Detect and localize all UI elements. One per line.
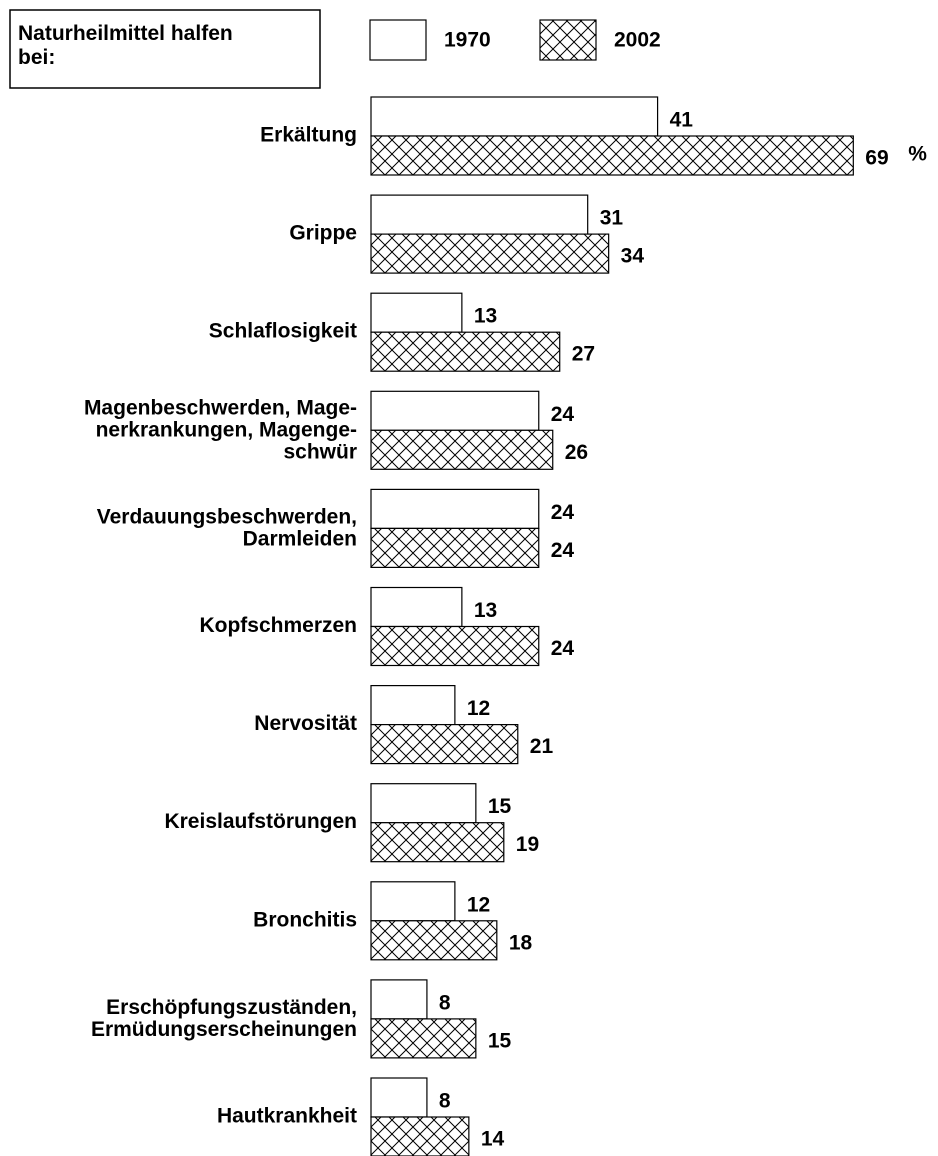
bar [370,135,854,176]
value-label: 14 [481,1128,505,1151]
chart-title: Naturheilmittel halfen bei: [18,22,233,69]
value-label: 18 [509,931,533,954]
value-label: 31 [600,207,624,230]
category-label: Hautkrankheit [217,1105,357,1128]
category-label: Kopfschmerzen [199,614,357,637]
bar [370,331,561,372]
value-label: 24 [551,403,575,426]
bar [370,1077,428,1118]
value-label: 15 [488,1029,512,1052]
bar [370,625,540,667]
bar [370,194,589,235]
category-label: Grippe [289,222,357,245]
bar [370,292,463,333]
category-label: Schlaflosigkeit [209,320,357,343]
category-label: Erschöpfungszuständen, Ermüdungserscheinu… [91,995,357,1040]
category-label: Erkältung [260,124,357,147]
value-label: 13 [474,599,497,622]
bar [370,979,428,1020]
bar [370,783,477,824]
bar [370,881,456,922]
value-label: 24 [551,501,575,524]
legend-swatch [369,19,427,61]
value-label: 69 [865,147,888,170]
bar [370,684,456,726]
value-label: 41 [670,109,694,132]
value-label: 15 [488,795,512,818]
value-label: 12 [467,893,490,916]
value-label: 24 [551,637,575,660]
title-box [9,9,321,89]
unit-label: % [908,143,927,166]
bar [370,429,554,470]
value-label: 8 [439,991,451,1014]
category-label: Bronchitis [253,908,357,931]
value-label: 12 [467,697,490,720]
legend-label: 2002 [614,29,661,52]
bar [370,527,540,569]
bar [370,586,463,628]
bar [370,723,519,765]
category-label: Magenbeschwerden, Mage-nerkrankungen, Ma… [84,396,357,463]
bar [370,920,498,961]
category-label: Nervosität [254,712,357,735]
bar [370,390,540,431]
legend-label: 1970 [444,29,491,52]
category-label: Kreislaufstörungen [164,810,357,833]
legend-swatch [539,19,597,61]
value-label: 26 [565,441,588,464]
bar [370,1116,470,1156]
bar [370,488,540,529]
bar [370,822,505,863]
bar [370,1018,477,1059]
bar [370,96,659,137]
value-label: 21 [530,735,554,758]
value-label: 27 [572,343,595,366]
value-label: 34 [621,245,645,268]
bar [370,233,610,274]
value-label: 19 [516,833,539,856]
value-label: 13 [474,305,497,328]
value-label: 24 [551,539,575,562]
category-label: Verdauungsbeschwerden, Darmleiden [97,505,357,550]
value-label: 8 [439,1090,451,1113]
